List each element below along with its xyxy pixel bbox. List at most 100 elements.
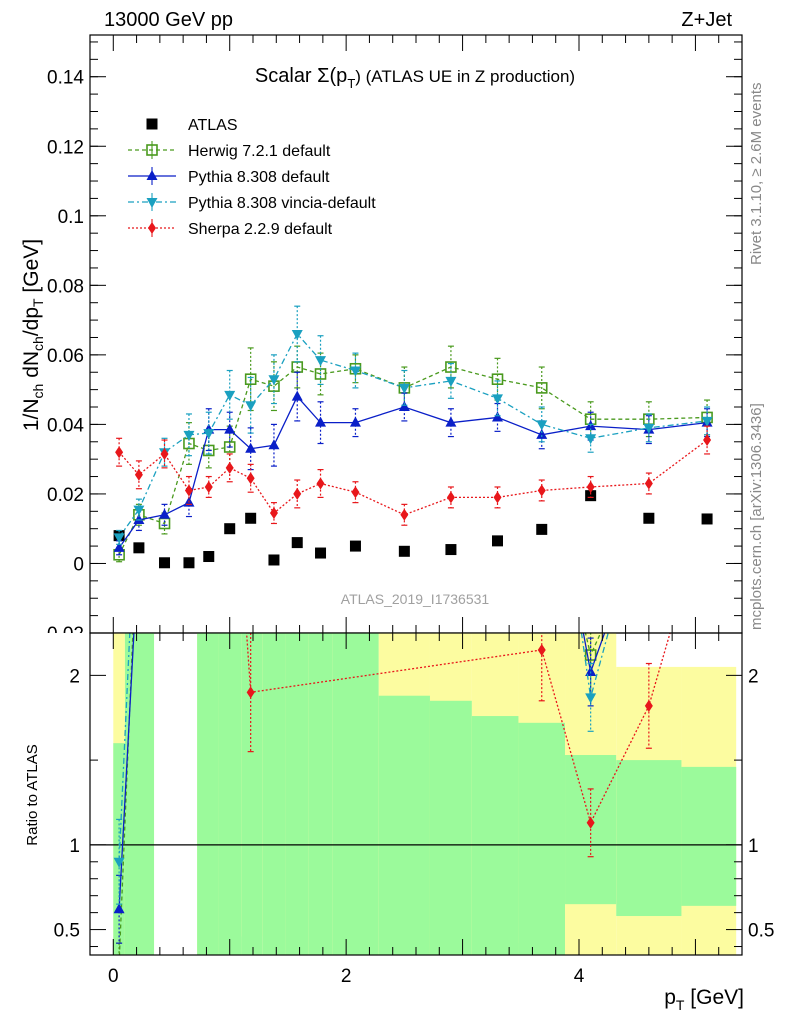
- ratio-series-pythia-8-308-vincia-default: [113, 633, 609, 905]
- ratio-point: [537, 643, 546, 656]
- rivet-label: Rivet 3.1.10, ≥ 2.6M events: [748, 83, 765, 266]
- data-point: [445, 544, 457, 556]
- ratio-point: [113, 903, 125, 914]
- legend-marker: [148, 222, 156, 234]
- ratio-band-inner: [241, 633, 263, 955]
- data-point: [643, 423, 655, 434]
- data-point: [224, 523, 236, 535]
- ratio-band-inner: [681, 766, 737, 906]
- data-point: [351, 486, 360, 499]
- series-herwig-7-2-1-default: [113, 345, 713, 563]
- legend-marker: [146, 118, 158, 130]
- data-point: [268, 554, 280, 566]
- main-ytick-label: 0.12: [47, 137, 84, 158]
- legend-label: Sherpa 2.2.9 default: [188, 221, 333, 238]
- ratio-xtick-label: 0: [108, 966, 119, 987]
- data-point: [184, 484, 193, 497]
- ratio-xtick-label: 2: [341, 966, 352, 987]
- ratio-band-inner: [429, 700, 472, 955]
- data-point: [349, 540, 361, 552]
- data-point: [349, 366, 361, 377]
- data-point: [398, 383, 410, 394]
- ratio-series-sherpa-2-2-9-default: [245, 633, 671, 858]
- legend-marker: [146, 198, 158, 208]
- data-point: [183, 430, 195, 441]
- main-ytick-label: 0.04: [47, 415, 84, 436]
- data-point: [446, 491, 455, 504]
- data-point: [268, 439, 280, 450]
- data-point: [203, 429, 215, 440]
- ratio-band-inner: [332, 633, 379, 955]
- data-point: [445, 376, 457, 387]
- ratio-band-inner: [124, 633, 155, 955]
- data-point: [159, 508, 171, 519]
- ratio-xlabel: pT [GeV]: [664, 986, 744, 1013]
- ratio-point: [585, 665, 597, 676]
- data-point: [315, 547, 327, 559]
- data-point: [246, 472, 255, 485]
- ratio-ytick-label-right: 0.5: [748, 921, 774, 942]
- main-ytick-label: 0.06: [47, 346, 84, 367]
- legend-marker: [146, 144, 158, 156]
- main-ytick-label: 0.02: [47, 485, 84, 506]
- ratio-point: [585, 693, 597, 704]
- data-point: [291, 330, 303, 340]
- data-point: [400, 508, 409, 521]
- data-point: [701, 513, 713, 525]
- series-pythia-8-308-default: [113, 371, 713, 556]
- legend: ATLAS Herwig 7.2.1 default Pythia 8.308 de…: [128, 117, 376, 238]
- series-atlas: [113, 490, 713, 569]
- ratio-point: [644, 699, 653, 712]
- header-left: 13000 GeV pp: [104, 9, 233, 31]
- data-point: [398, 401, 410, 412]
- data-point: [160, 447, 169, 460]
- data-point: [244, 373, 257, 385]
- main-title: Scalar Σ(pT) (ATLAS UE in Z production): [255, 65, 575, 91]
- data-point: [183, 557, 195, 569]
- data-point: [586, 480, 595, 493]
- ratio-band-inner: [308, 633, 333, 955]
- main-ytick-label: 0: [73, 554, 84, 575]
- ratio-ytick-label-right: 1: [748, 836, 759, 857]
- legend-label: Pythia 8.308 vincia-default: [188, 195, 376, 212]
- ratio-xtick-label: 4: [574, 966, 585, 987]
- legend-marker: [146, 170, 158, 180]
- ratio-line: [245, 633, 671, 825]
- data-point: [291, 537, 303, 549]
- ratio-band-inner: [285, 633, 309, 955]
- main-ytick-label: 0.1: [58, 207, 84, 228]
- data-point: [701, 416, 713, 427]
- ratio-band-inner: [218, 633, 242, 955]
- series-pythia-8-308-vincia-default: [113, 305, 713, 545]
- ratio-line: [118, 633, 131, 862]
- series-line: [118, 332, 708, 538]
- ratio-panel: 0.5 0.5 1 1 2 2 0 2 4: [54, 632, 774, 987]
- ratio-ytick-label: 1: [69, 836, 80, 857]
- ratio-band-inner: [197, 633, 219, 955]
- data-point: [203, 551, 215, 563]
- data-point: [703, 434, 712, 447]
- data-point: [316, 477, 325, 490]
- data-point: [269, 507, 278, 520]
- data-point: [245, 512, 257, 524]
- data-point: [445, 416, 457, 427]
- title-main: Scalar Σ(p: [255, 65, 347, 87]
- data-point: [159, 557, 171, 569]
- ratio-band-inner: [471, 716, 519, 955]
- ratio-band-inner: [378, 695, 430, 955]
- data-point: [643, 512, 655, 524]
- data-point: [224, 423, 236, 434]
- data-point: [293, 487, 302, 500]
- data-point: [113, 533, 125, 544]
- ratio-line: [118, 633, 134, 955]
- data-point: [492, 394, 503, 405]
- ratio-ylabel: Ratio to ATLAS: [24, 744, 41, 845]
- legend-label: ATLAS: [188, 117, 238, 134]
- data-point: [291, 390, 303, 401]
- ratio-ytick-label-right: 2: [748, 666, 759, 687]
- data-point: [585, 434, 597, 445]
- data-point: [536, 428, 548, 439]
- ratio-band-inner: [616, 760, 682, 917]
- data-point: [493, 491, 502, 504]
